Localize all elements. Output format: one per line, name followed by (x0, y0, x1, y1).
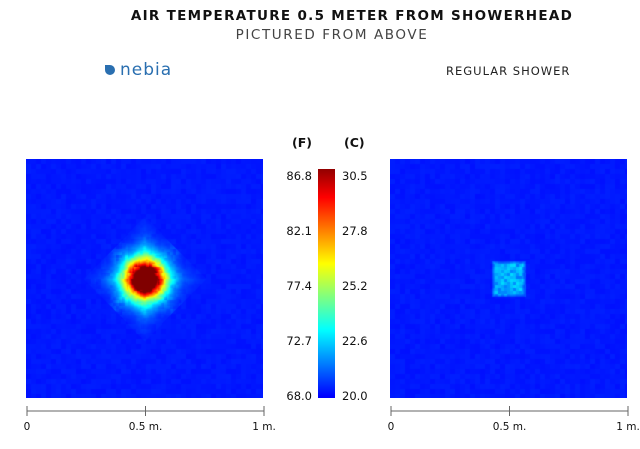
x-tick-label: 1 m. (616, 421, 640, 433)
shower-mode-label: REGULAR SHOWER (446, 64, 571, 78)
colorbar-tick-c: 30.5 (342, 169, 368, 183)
color-scale-bar (318, 169, 335, 398)
x-axis-right (390, 406, 629, 416)
colorbar-tick-c: 27.8 (342, 224, 368, 238)
x-tick-label: 1 m. (252, 421, 276, 433)
x-tick-label: 0 (23, 421, 31, 433)
fahrenheit-unit-label: (F) (292, 135, 312, 150)
celsius-unit-label: (C) (344, 135, 365, 150)
colorbar-tick-f: 82.1 (286, 224, 312, 238)
brand-name: nebia (120, 60, 173, 80)
brand-logo: nebia (104, 60, 172, 80)
colorbar-tick-c: 22.6 (342, 334, 368, 348)
colorbar-tick-c: 20.0 (342, 389, 368, 403)
heatmap-regular-shower (390, 159, 627, 398)
water-drop-icon (105, 65, 115, 75)
colorbar-tick-f: 72.7 (286, 334, 312, 348)
chart-subtitle: PICTURED FROM ABOVE (235, 27, 429, 43)
colorbar-tick-f: 86.8 (286, 169, 312, 183)
colorbar-tick-f: 68.0 (286, 389, 312, 403)
x-tick-label: 0 (387, 421, 395, 433)
chart-title: AIR TEMPERATURE 0.5 METER FROM SHOWERHEA… (130, 8, 574, 24)
heatmap-nebia (26, 159, 263, 398)
colorbar-tick-f: 77.4 (286, 279, 312, 293)
x-axis-left (26, 406, 265, 416)
colorbar-tick-c: 25.2 (342, 279, 368, 293)
x-tick-label: 0.5 m. (128, 421, 163, 433)
x-tick-label: 0.5 m. (492, 421, 527, 433)
